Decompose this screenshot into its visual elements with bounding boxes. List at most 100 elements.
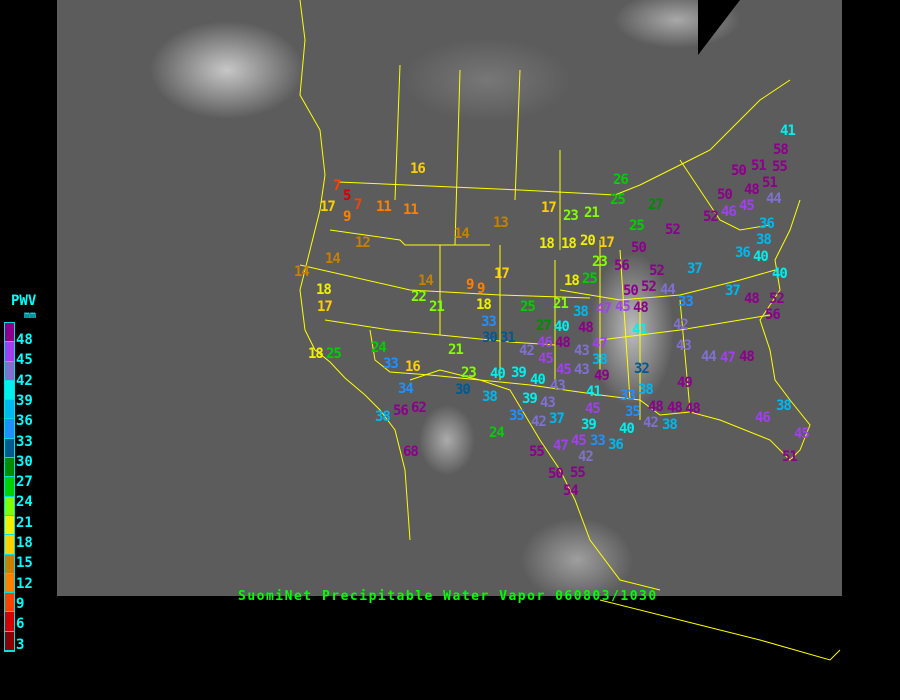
boundary-line <box>409 369 661 591</box>
boundary-line <box>299 264 591 299</box>
boundary-line <box>529 199 811 461</box>
station-pwv-value: 21 <box>448 342 464 358</box>
station-pwv-value: 46 <box>755 410 771 426</box>
legend-swatch <box>5 458 14 478</box>
station-pwv-value: 46 <box>537 335 553 351</box>
station-pwv-value: 33 <box>678 294 694 310</box>
legend-label: 39 <box>16 392 33 409</box>
station-pwv-value: 25 <box>610 192 626 208</box>
station-pwv-value: 37 <box>687 261 703 277</box>
station-pwv-value: 40 <box>619 421 635 437</box>
boundary-line <box>619 249 691 420</box>
station-pwv-value: 9 <box>466 277 475 293</box>
station-pwv-value: 41 <box>586 384 602 400</box>
station-pwv-value: 33 <box>620 388 636 404</box>
legend-label: 36 <box>16 413 33 430</box>
station-pwv-value: 40 <box>490 366 506 382</box>
station-pwv-value: 14 <box>294 264 310 280</box>
station-pwv-value: 39 <box>522 391 538 407</box>
station-pwv-value: 24 <box>371 340 387 356</box>
station-pwv-value: 50 <box>548 466 564 482</box>
legend-label: 33 <box>16 433 33 450</box>
station-pwv-value: 40 <box>772 266 788 282</box>
station-pwv-value: 51 <box>782 449 798 465</box>
station-pwv-value: 48 <box>744 182 760 198</box>
station-pwv-value: 18 <box>539 236 555 252</box>
station-pwv-value: 47 <box>596 301 612 317</box>
legend-label: 42 <box>16 372 33 389</box>
station-pwv-value: 68 <box>403 444 419 460</box>
legend-swatch <box>5 323 14 343</box>
station-pwv-value: 36 <box>759 216 775 232</box>
station-pwv-value: 40 <box>554 319 570 335</box>
station-pwv-value: 55 <box>570 465 586 481</box>
boundary-line <box>369 329 531 386</box>
station-pwv-value: 50 <box>717 187 733 203</box>
station-pwv-value: 47 <box>553 438 569 454</box>
station-pwv-value: 45 <box>615 299 631 315</box>
station-pwv-value: 33 <box>481 314 497 330</box>
station-pwv-value: 25 <box>326 346 342 362</box>
station-pwv-value: 21 <box>429 299 445 315</box>
station-pwv-value: 13 <box>493 215 509 231</box>
station-pwv-value: 42 <box>673 317 689 333</box>
station-pwv-value: 52 <box>769 291 785 307</box>
station-pwv-value: 38 <box>592 352 608 368</box>
station-pwv-value: 44 <box>766 191 782 207</box>
station-pwv-value: 21 <box>553 296 569 312</box>
station-pwv-value: 45 <box>739 198 755 214</box>
station-pwv-value: 44 <box>701 349 717 365</box>
station-pwv-value: 48 <box>685 401 701 417</box>
station-pwv-value: 44 <box>660 282 676 298</box>
station-pwv-value: 48 <box>667 400 683 416</box>
station-pwv-value: 50 <box>623 283 639 299</box>
station-pwv-value: 47 <box>592 336 608 352</box>
station-pwv-value: 23 <box>592 254 608 270</box>
station-pwv-value: 40 <box>753 249 769 265</box>
station-pwv-value: 50 <box>631 240 647 256</box>
station-pwv-value: 18 <box>564 273 580 289</box>
station-pwv-value: 48 <box>633 300 649 316</box>
legend-label: 12 <box>16 575 33 592</box>
legend-label: 3 <box>16 636 25 653</box>
station-pwv-value: 54 <box>563 483 579 499</box>
station-pwv-value: 27 <box>536 318 552 334</box>
station-pwv-value: 30 <box>455 382 471 398</box>
station-pwv-value: 43 <box>574 343 590 359</box>
station-pwv-value: 14 <box>418 273 434 289</box>
legend-swatch <box>5 419 14 439</box>
station-pwv-value: 25 <box>629 218 645 234</box>
station-pwv-value: 38 <box>756 232 772 248</box>
station-pwv-value: 40 <box>530 372 546 388</box>
legend-swatch <box>5 438 14 459</box>
station-pwv-value: 22 <box>411 289 427 305</box>
legend-swatch <box>5 400 14 420</box>
station-pwv-value: 5 <box>343 188 352 204</box>
station-pwv-value: 38 <box>482 389 498 405</box>
station-pwv-value: 37 <box>549 411 565 427</box>
boundary-line <box>599 599 841 661</box>
legend-swatch <box>5 612 14 632</box>
boundary-line <box>439 240 601 380</box>
station-pwv-value: 49 <box>594 368 610 384</box>
boundary-line <box>614 79 791 196</box>
station-pwv-value: 42 <box>643 415 659 431</box>
station-pwv-value: 35 <box>509 408 525 424</box>
station-pwv-value: 38 <box>776 398 792 414</box>
station-pwv-value: 43 <box>550 378 566 394</box>
station-pwv-value: 32 <box>634 361 650 377</box>
legend-swatch <box>5 631 14 652</box>
station-pwv-value: 18 <box>316 282 332 298</box>
legend-swatch <box>5 593 14 613</box>
station-pwv-value: 52 <box>703 209 719 225</box>
legend-label: 30 <box>16 453 33 470</box>
legend-swatch <box>5 380 14 401</box>
legend-label: 48 <box>16 332 33 348</box>
boundary-line <box>679 159 771 231</box>
station-pwv-value: 20 <box>580 233 596 249</box>
station-pwv-value: 47 <box>720 350 736 366</box>
legend-label: 27 <box>16 474 33 491</box>
station-pwv-value: 55 <box>529 444 545 460</box>
